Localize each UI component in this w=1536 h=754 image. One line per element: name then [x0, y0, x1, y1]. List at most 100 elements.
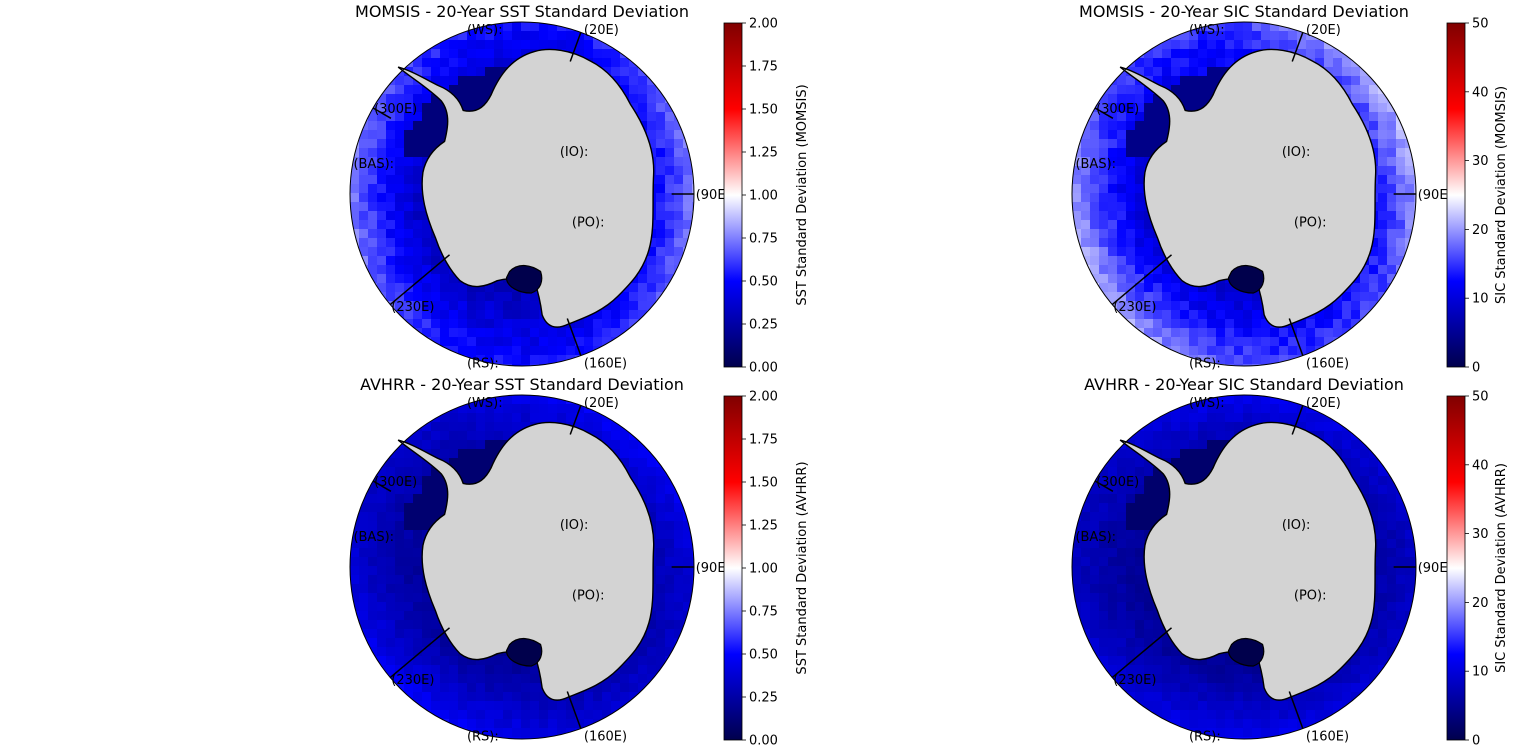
field-cell — [1126, 584, 1136, 594]
region-label: (WS): — [1189, 23, 1225, 38]
field-cell — [665, 620, 675, 630]
field-cell — [1198, 40, 1208, 50]
field-cell — [467, 413, 477, 423]
field-cell — [440, 494, 450, 504]
field-cell — [683, 121, 693, 131]
field-cell — [656, 121, 666, 131]
field-cell — [584, 328, 594, 338]
field-cell — [1117, 692, 1127, 702]
field-cell — [1216, 692, 1226, 702]
field-cell — [1252, 328, 1262, 338]
field-cell — [1297, 692, 1307, 702]
field-cell — [1135, 175, 1145, 185]
field-cell — [1243, 355, 1253, 365]
field-cell — [422, 683, 432, 693]
field-cell — [1099, 656, 1109, 666]
field-cell — [656, 494, 666, 504]
field-cell — [1135, 683, 1145, 693]
field-cell — [1261, 337, 1271, 347]
field-cell — [620, 710, 630, 720]
field-cell — [1378, 283, 1388, 293]
field-cell — [656, 211, 666, 221]
field-cell — [548, 355, 558, 365]
field-cell — [440, 328, 450, 338]
field-cell — [404, 566, 414, 576]
field-cell — [1333, 301, 1343, 311]
field-cell — [386, 229, 396, 239]
field-cell — [1360, 458, 1370, 468]
field-cell — [386, 629, 396, 639]
field-cell — [485, 440, 495, 450]
field-cell — [458, 283, 468, 293]
field-cell — [1198, 701, 1208, 711]
field-cell — [1144, 58, 1154, 68]
field-cell — [548, 413, 558, 423]
field-cell — [1234, 301, 1244, 311]
field-cell — [647, 130, 657, 140]
field-cell — [413, 265, 423, 275]
field-cell — [1261, 404, 1271, 414]
colorbar-tick-label: 20 — [1472, 223, 1489, 238]
field-cell — [1099, 593, 1109, 603]
field-cell — [1252, 301, 1262, 311]
field-cell — [1414, 220, 1416, 230]
field-cell — [395, 319, 405, 329]
field-cell — [1144, 283, 1154, 293]
field-cell — [350, 220, 360, 230]
field-cell — [1234, 701, 1244, 711]
field-cell — [647, 112, 657, 122]
field-cell — [359, 512, 369, 522]
field-cell — [692, 557, 694, 567]
field-cell — [674, 238, 684, 248]
field-cell — [485, 328, 495, 338]
field-cell — [467, 292, 477, 302]
field-cell — [665, 611, 675, 621]
field-cell — [539, 337, 549, 347]
region-label: (BAS): — [1075, 157, 1116, 172]
field-cell — [1126, 467, 1136, 477]
field-cell — [350, 629, 360, 639]
field-cell — [674, 566, 684, 576]
field-cell — [377, 274, 387, 284]
field-cell — [359, 530, 369, 540]
field-cell — [449, 719, 459, 729]
field-cell — [377, 301, 387, 311]
region-boundary-line-230e — [389, 254, 451, 306]
field-cell — [1117, 431, 1127, 441]
field-cell — [350, 539, 360, 549]
field-cell — [1144, 103, 1154, 113]
field-cell — [1306, 692, 1316, 702]
field-cell — [1153, 319, 1163, 329]
field-cell — [539, 413, 549, 423]
field-cell — [665, 130, 675, 140]
field-cell — [431, 611, 441, 621]
field-cell — [440, 440, 450, 450]
field-cell — [665, 193, 675, 203]
field-cell — [1117, 319, 1127, 329]
field-cell — [1252, 413, 1262, 423]
field-cell — [413, 494, 423, 504]
field-cell — [413, 301, 423, 311]
field-cell — [368, 494, 378, 504]
field-cell — [512, 328, 522, 338]
field-cell — [1135, 521, 1145, 531]
field-cell — [1405, 184, 1415, 194]
field-cell — [1396, 247, 1406, 257]
field-cell — [1351, 674, 1361, 684]
field-cell — [1117, 247, 1127, 257]
field-cell — [629, 49, 639, 59]
field-cell — [1351, 94, 1361, 104]
field-cell — [656, 274, 666, 284]
field-cell — [1189, 674, 1199, 684]
field-cell — [1144, 440, 1154, 450]
field-cell — [1099, 557, 1109, 567]
field-cell — [1135, 611, 1145, 621]
field-cell — [1117, 283, 1127, 293]
field-cell — [413, 584, 423, 594]
colorbar-tick-label: 0.75 — [749, 232, 778, 247]
field-cell — [1153, 638, 1163, 648]
field-cell — [1315, 40, 1325, 50]
field-cell — [1378, 148, 1388, 158]
field-cell — [1081, 476, 1091, 486]
field-cell — [386, 202, 396, 212]
